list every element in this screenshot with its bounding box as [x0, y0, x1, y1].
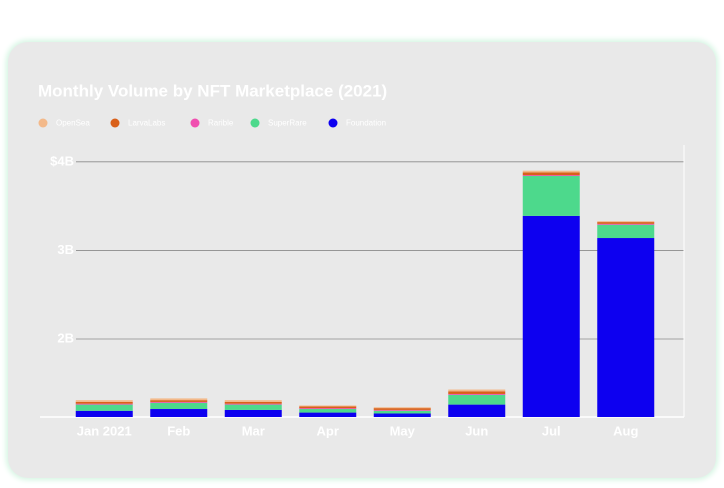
bar-segment — [299, 412, 357, 417]
bar-segment — [299, 406, 357, 409]
bar-segment — [75, 401, 133, 404]
bar-segment — [597, 224, 655, 239]
bar-segment — [522, 172, 580, 176]
bar-segment — [150, 398, 208, 401]
bar-segment — [448, 391, 506, 394]
bar-segment — [150, 400, 208, 402]
bar-segment — [75, 400, 133, 402]
bar-segment — [224, 400, 282, 402]
bar-segment — [150, 401, 208, 403]
heading: NFTs as a new digital asset. — [6, 2, 283, 27]
bar-segment — [224, 401, 282, 404]
bar-segment — [75, 410, 133, 417]
y-tick-label: $4B — [50, 153, 74, 168]
bar-segment — [224, 409, 282, 417]
bar-segment — [522, 215, 580, 417]
bar-segment — [597, 222, 655, 224]
bar-segment — [522, 175, 580, 177]
bar-segment — [299, 409, 357, 413]
bar-segment — [522, 170, 580, 173]
legend-label: Foundation — [346, 119, 386, 128]
bar-segment — [373, 410, 431, 414]
x-tick-label: Aug — [613, 423, 638, 438]
bar-segment — [373, 413, 431, 417]
bar-segment — [448, 404, 506, 417]
x-tick-label: Mar — [242, 423, 265, 438]
bar-segment — [75, 404, 133, 411]
x-tick-label: Jun — [465, 423, 488, 438]
legend-label: SuperRare — [268, 119, 307, 128]
bar-segment — [448, 394, 506, 405]
bar-segment — [522, 176, 580, 216]
legend-swatch — [190, 118, 200, 128]
y-tick-label: 2B — [57, 330, 74, 345]
x-tick-label: Jul — [542, 423, 561, 438]
bar-segment — [597, 223, 655, 225]
bar-segment — [224, 403, 282, 405]
x-tick-label: Jan 2021 — [77, 423, 132, 438]
bar-segment — [373, 408, 431, 410]
x-tick-label: May — [390, 423, 416, 438]
x-tick-label: Apr — [317, 423, 339, 438]
bar-segment — [448, 389, 506, 392]
legend-swatch — [38, 118, 48, 128]
bar-segment — [150, 402, 208, 410]
bar-segment — [299, 408, 357, 410]
y-tick-label: 3B — [57, 242, 74, 257]
legend-label: LarvaLabs — [128, 119, 165, 128]
legend-label: OpenSea — [56, 119, 90, 128]
bar-segment — [597, 221, 655, 223]
bar-segment — [299, 405, 357, 407]
x-tick-label: Feb — [167, 423, 190, 438]
legend-swatch — [250, 118, 260, 128]
bar-segment — [150, 409, 208, 417]
bar-segment — [373, 409, 431, 411]
legend-swatch — [110, 118, 120, 128]
bar-segment — [373, 407, 431, 409]
chart-title: Monthly Volume by NFT Marketplace (2021) — [38, 81, 387, 100]
legend-label: Rarible — [208, 119, 234, 128]
bar-segment — [75, 403, 133, 405]
legend-swatch — [328, 118, 338, 128]
bar-segment — [224, 404, 282, 410]
bar-segment — [597, 238, 655, 417]
bar-segment — [448, 393, 506, 395]
